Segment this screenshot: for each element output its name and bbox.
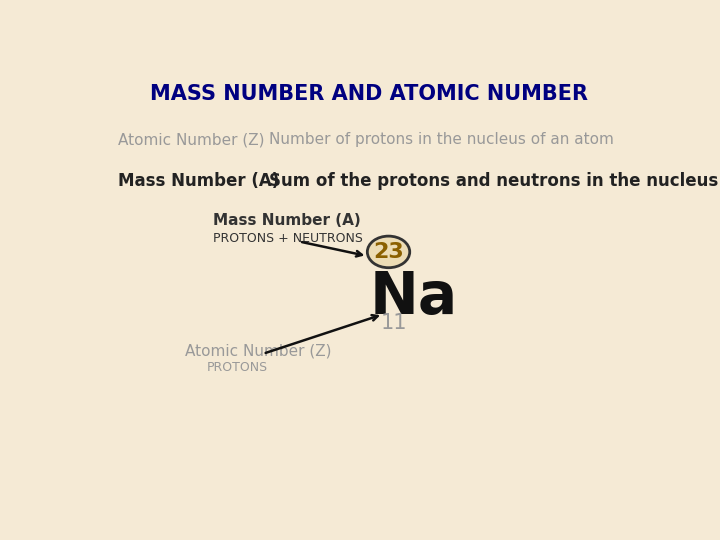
Text: Number of protons in the nucleus of an atom: Number of protons in the nucleus of an a… bbox=[269, 132, 613, 147]
Text: Atomic Number (Z): Atomic Number (Z) bbox=[118, 132, 264, 147]
Text: PROTONS + NEUTRONS: PROTONS + NEUTRONS bbox=[213, 232, 363, 245]
Text: Sum of the protons and neutrons in the nucleus: Sum of the protons and neutrons in the n… bbox=[269, 172, 718, 190]
Text: PROTONS: PROTONS bbox=[207, 361, 269, 374]
Text: 11: 11 bbox=[381, 313, 408, 333]
Text: Atomic Number (Z): Atomic Number (Z) bbox=[185, 343, 331, 359]
Text: Mass Number (A): Mass Number (A) bbox=[118, 172, 279, 190]
Text: MASS NUMBER AND ATOMIC NUMBER: MASS NUMBER AND ATOMIC NUMBER bbox=[150, 84, 588, 104]
Text: Na: Na bbox=[369, 269, 458, 326]
Text: Mass Number (A): Mass Number (A) bbox=[213, 213, 361, 228]
Text: 23: 23 bbox=[373, 242, 404, 262]
Circle shape bbox=[367, 236, 410, 268]
